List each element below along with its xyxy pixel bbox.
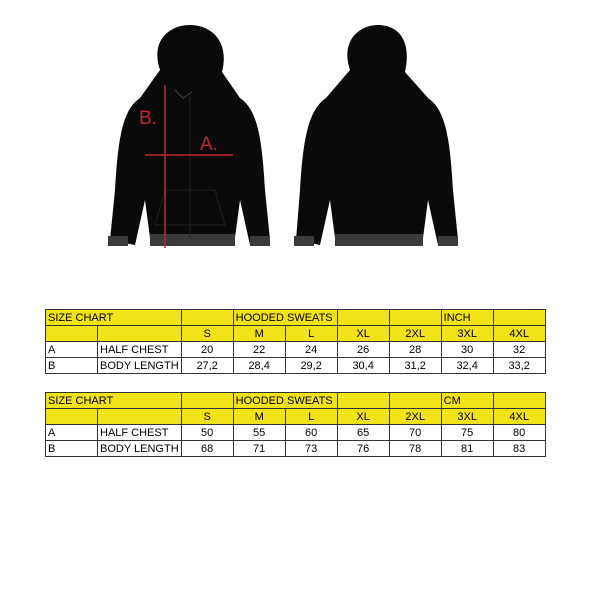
- table-row: A HALF CHEST 50 55 60 65 70 75 80: [45, 424, 546, 441]
- hoodie-back: [294, 25, 458, 246]
- size-header: XL: [336, 408, 390, 425]
- size-header: 4XL: [492, 408, 546, 425]
- size-header: L: [284, 408, 338, 425]
- size-header: 3XL: [440, 408, 494, 425]
- product-name: HOODED SWEATS: [232, 309, 338, 326]
- unit-label: CM: [440, 392, 494, 409]
- size-header: M: [232, 408, 286, 425]
- size-table-inch: SIZE CHART HOODED SWEATS INCH S M L XL 2XL 3XL 4…: [45, 309, 546, 374]
- table-row: A HALF CHEST 20 22 24 26 28 30 32: [45, 341, 546, 358]
- measure-label-a: A.: [200, 134, 218, 155]
- size-header: L: [284, 325, 338, 342]
- size-table-cm: SIZE CHART HOODED SWEATS CM S M L XL 2XL 3XL 4XL…: [45, 392, 546, 457]
- size-header: S: [180, 325, 234, 342]
- size-header: M: [232, 325, 286, 342]
- product-name: HOODED SWEATS: [232, 392, 338, 409]
- unit-label: INCH: [440, 309, 494, 326]
- table-row: B BODY LENGTH 27,2 28,4 29,2 30,4 31,2 32,4 33,…: [45, 357, 546, 374]
- hoodie-illustration: [108, 25, 458, 248]
- size-header: S: [180, 408, 234, 425]
- size-header: XL: [336, 325, 390, 342]
- table-title: SIZE CHART: [45, 309, 182, 326]
- size-header: 3XL: [440, 325, 494, 342]
- table-row: B BODY LENGTH 68 71 73 76 78 81 83: [45, 440, 546, 457]
- hoodie-front: [108, 25, 270, 248]
- size-header: 2XL: [388, 408, 442, 425]
- measure-label-b: B.: [139, 108, 157, 129]
- size-header: 2XL: [388, 325, 442, 342]
- table-title: SIZE CHART: [45, 392, 182, 409]
- size-header: 4XL: [492, 325, 546, 342]
